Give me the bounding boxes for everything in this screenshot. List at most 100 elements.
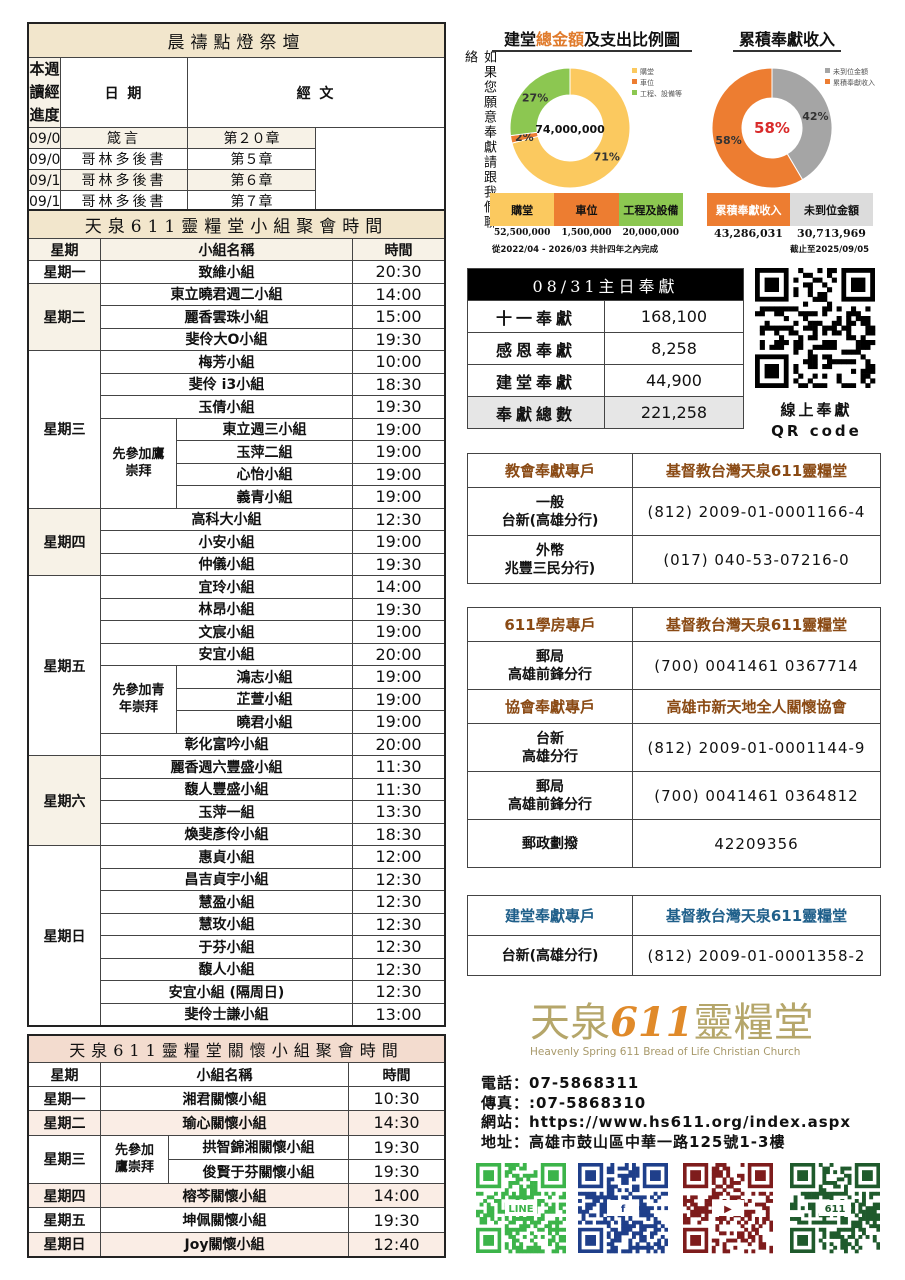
church-account-table: 教會奉獻專戶 基督教台灣天泉611靈糧堂 一般 台新(高雄分行) (812) 2009-… xyxy=(467,453,881,584)
facebook-qr-code[interactable]: f xyxy=(578,1163,668,1255)
qr-module xyxy=(650,1206,654,1211)
qr-module xyxy=(621,1217,626,1221)
qr-module xyxy=(512,1235,516,1239)
website-qr-code[interactable]: 611 xyxy=(790,1163,880,1255)
qr-module xyxy=(628,1238,633,1243)
qr-module xyxy=(664,1238,668,1243)
line-qr-code[interactable]: LINE xyxy=(476,1163,566,1255)
qr-module xyxy=(844,1166,848,1171)
qr-module xyxy=(606,1177,611,1182)
qr-module xyxy=(865,1213,870,1218)
qr-module xyxy=(722,1166,727,1171)
qr-module xyxy=(592,1199,597,1203)
qr-module xyxy=(865,1209,870,1214)
qr-module xyxy=(610,1217,615,1221)
qr-module xyxy=(858,1209,863,1214)
qr-module xyxy=(862,1209,866,1214)
qr-module xyxy=(657,1220,662,1225)
qr-module xyxy=(519,1242,524,1247)
account-row: 一般 台新(高雄分行) (812) 2009-01-0001166-4 xyxy=(467,487,881,536)
qr-module xyxy=(544,1209,549,1214)
qr-module xyxy=(632,1231,636,1236)
qr-module xyxy=(504,1227,509,1232)
qr-module xyxy=(793,277,799,283)
qr-module xyxy=(851,349,857,355)
qr-module xyxy=(711,1249,716,1254)
date-header: 日 期 xyxy=(60,57,188,128)
value-cell: 30,713,969 xyxy=(797,226,866,240)
qr-module xyxy=(829,1163,834,1167)
group-name: 高科大小組 xyxy=(100,507,353,531)
online-offering-qr-code[interactable] xyxy=(755,268,878,388)
qr-module xyxy=(744,1202,749,1207)
legend-label: 工程、設備等 xyxy=(640,89,682,98)
qr-module xyxy=(660,1224,665,1229)
qr-finder xyxy=(540,1163,566,1189)
qr-module xyxy=(831,344,837,350)
qr-module xyxy=(844,1188,848,1193)
qr-module xyxy=(822,344,828,350)
qr-module xyxy=(508,1220,513,1225)
qr-module xyxy=(639,1238,644,1243)
qr-module xyxy=(722,1177,727,1182)
group-row: 安宜小組 (隔周日) 12:30 xyxy=(29,980,446,1004)
legend-label: 累積奉獻收入 xyxy=(833,78,875,87)
qr-module xyxy=(876,1206,880,1211)
qr-module xyxy=(708,1199,713,1203)
qr-module xyxy=(833,1184,838,1189)
qr-module xyxy=(836,306,842,312)
qr-module xyxy=(490,1213,495,1218)
qr-module xyxy=(798,335,804,341)
qr-module xyxy=(758,1191,763,1196)
qr-module xyxy=(522,1217,527,1221)
qr-module xyxy=(807,349,813,355)
qr-module xyxy=(858,1202,863,1207)
value-cell: 1,500,000 xyxy=(561,228,612,238)
qr-module xyxy=(726,1191,731,1196)
qr-module xyxy=(826,1195,830,1200)
qr-module xyxy=(621,1177,626,1182)
youtube-qr-code[interactable]: ▶ xyxy=(683,1163,773,1255)
qr-module xyxy=(635,1220,640,1225)
small-groups-table: 天泉611靈糧堂小組聚會時間 星期 小組名稱 時間 星期一 致維小組 20:30 星期二東… xyxy=(26,209,447,1027)
qr-module xyxy=(759,340,765,346)
qr-module xyxy=(508,1181,513,1185)
qr-module xyxy=(822,373,828,379)
qr-finder-center xyxy=(585,1235,596,1246)
qr-module xyxy=(803,316,809,322)
center-label: 58% xyxy=(754,119,790,137)
qr-module xyxy=(831,325,837,331)
qr-module xyxy=(610,1242,615,1247)
group-row: 馥人小組 12:30 xyxy=(29,957,446,981)
qr-module xyxy=(504,1170,509,1175)
qr-module xyxy=(872,1220,877,1225)
qr-module xyxy=(865,373,871,379)
reading-book: 箴言 xyxy=(60,127,188,149)
qr-module xyxy=(494,1220,498,1225)
care-title: 天泉611靈糧堂關懷小組聚會時間 xyxy=(27,1035,446,1063)
qr-module xyxy=(744,1238,749,1243)
bank-label: 郵局 高雄前鋒分行 xyxy=(467,771,633,820)
qr-module xyxy=(603,1199,608,1203)
day-cell: 星期五 xyxy=(28,575,101,756)
group-name: 斐伶大O小組 xyxy=(100,327,353,351)
qr-module xyxy=(664,1191,668,1196)
qr-module xyxy=(876,1217,880,1221)
qr-module xyxy=(632,1188,636,1193)
account-type: 協會奉獻專戶 xyxy=(467,689,633,724)
qr-module xyxy=(827,272,833,278)
contact-value[interactable]: https://www.hs611.org/index.aspx xyxy=(529,1113,852,1131)
qr-module xyxy=(722,1217,727,1221)
qr-module xyxy=(639,1235,644,1239)
qr-module xyxy=(512,1220,516,1225)
qr-module xyxy=(762,1217,767,1221)
qr-module xyxy=(606,1181,611,1185)
qr-module xyxy=(858,1217,863,1221)
qr-module xyxy=(632,1235,636,1239)
qr-module xyxy=(827,344,833,350)
qr-module xyxy=(599,1191,604,1196)
qr-module xyxy=(851,306,857,312)
qr-module xyxy=(504,1188,509,1193)
qr-module xyxy=(585,1209,590,1214)
qr-module xyxy=(719,1191,723,1196)
